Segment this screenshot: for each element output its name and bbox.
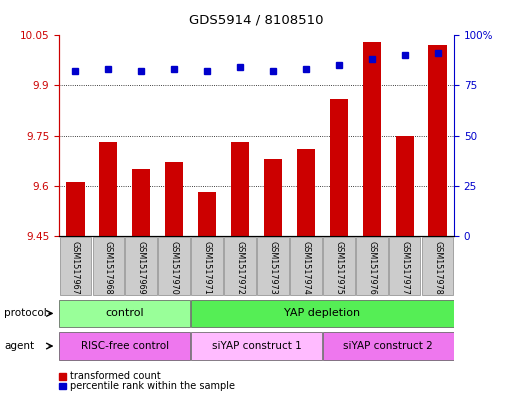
Text: protocol: protocol	[4, 309, 47, 318]
Bar	[132, 169, 150, 236]
Bar	[231, 142, 249, 236]
Bar	[264, 159, 282, 236]
Bar	[323, 237, 354, 296]
Bar	[191, 300, 453, 327]
Bar	[159, 237, 190, 296]
Text: agent: agent	[4, 341, 34, 351]
Text: siYAP construct 1: siYAP construct 1	[212, 341, 301, 351]
Text: GSM1517977: GSM1517977	[400, 241, 409, 294]
Bar	[356, 237, 387, 296]
Bar	[60, 300, 190, 327]
Bar	[297, 149, 315, 236]
Text: GSM1517969: GSM1517969	[137, 241, 146, 294]
Text: GSM1517971: GSM1517971	[203, 241, 212, 294]
Bar	[363, 42, 381, 236]
Bar	[389, 237, 421, 296]
Bar	[191, 332, 322, 360]
Bar	[126, 237, 157, 296]
Text: GSM1517968: GSM1517968	[104, 241, 113, 294]
Text: YAP depletion: YAP depletion	[284, 309, 361, 318]
Bar	[428, 46, 447, 236]
Text: GSM1517972: GSM1517972	[235, 241, 245, 294]
Text: GSM1517967: GSM1517967	[71, 241, 80, 294]
Bar	[100, 142, 117, 236]
Bar	[191, 237, 223, 296]
Bar	[59, 373, 66, 380]
Bar	[224, 237, 256, 296]
Bar	[198, 192, 216, 236]
Text: GDS5914 / 8108510: GDS5914 / 8108510	[189, 14, 324, 27]
Text: GSM1517974: GSM1517974	[301, 241, 310, 294]
Bar	[66, 182, 85, 236]
Text: GSM1517973: GSM1517973	[268, 241, 278, 294]
Bar	[257, 237, 289, 296]
Text: siYAP construct 2: siYAP construct 2	[343, 341, 433, 351]
Text: GSM1517970: GSM1517970	[170, 241, 179, 294]
Bar	[59, 383, 66, 389]
Text: percentile rank within the sample: percentile rank within the sample	[70, 381, 235, 391]
Text: control: control	[106, 309, 144, 318]
Bar	[323, 332, 453, 360]
Text: RISC-free control: RISC-free control	[81, 341, 169, 351]
Bar	[290, 237, 322, 296]
Bar	[165, 162, 183, 236]
Bar	[60, 332, 190, 360]
Text: GSM1517978: GSM1517978	[433, 241, 442, 294]
Text: GSM1517975: GSM1517975	[334, 241, 343, 294]
Text: GSM1517976: GSM1517976	[367, 241, 376, 294]
Bar	[330, 99, 348, 236]
Bar	[60, 237, 91, 296]
Bar	[396, 136, 413, 236]
Bar	[92, 237, 124, 296]
Bar	[422, 237, 453, 296]
Text: transformed count: transformed count	[70, 371, 161, 382]
